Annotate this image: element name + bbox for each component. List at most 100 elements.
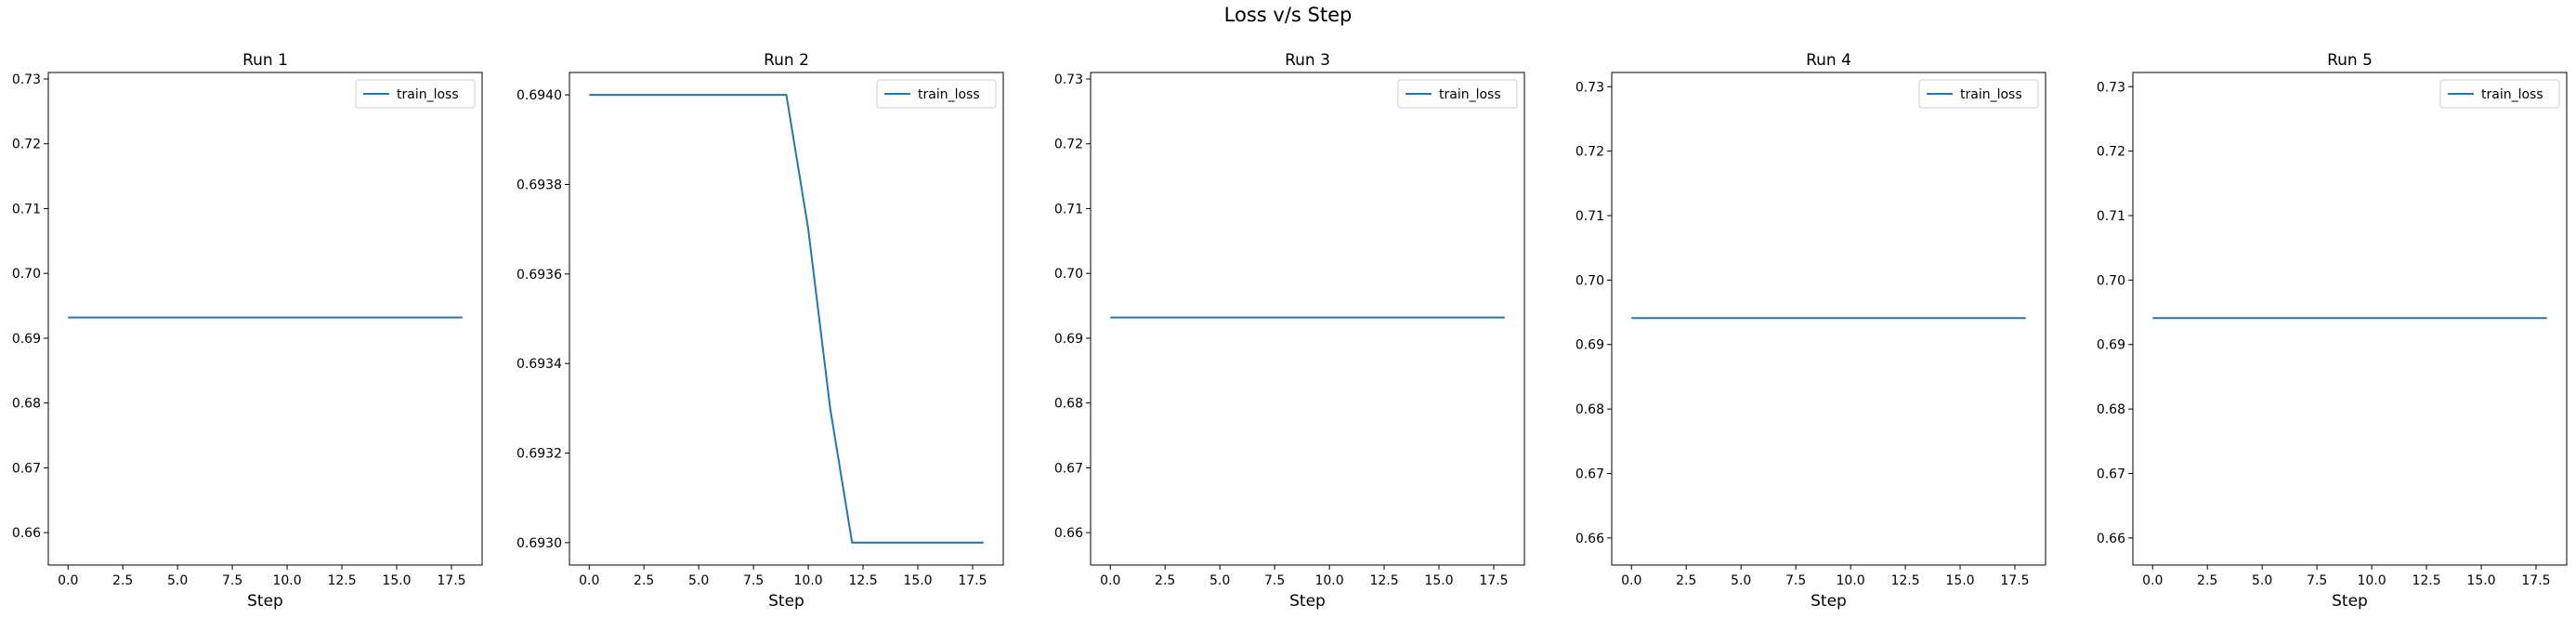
axes-frame [1090, 72, 1525, 566]
y-tick-label: 0.69 [2097, 338, 2125, 353]
legend-box [355, 79, 476, 109]
x-tick-label: 17.5 [2521, 573, 2550, 588]
x-tick-label: 5.0 [2252, 573, 2272, 588]
x-tick-label: 0.0 [58, 573, 78, 588]
y-tick-label: 0.70 [2097, 273, 2125, 288]
x-tick-label: 0.0 [579, 573, 599, 588]
y-tick-label: 0.69 [1576, 338, 1604, 353]
legend-label: train_loss [397, 87, 459, 102]
y-tick-label: 0.73 [1576, 80, 1604, 95]
y-tick-label: 0.73 [2097, 80, 2125, 95]
x-tick-label: 2.5 [1676, 573, 1696, 588]
x-tick-label: 15.0 [903, 573, 932, 588]
x-tick-label: 5.0 [167, 573, 188, 588]
y-tick-label: 0.70 [1576, 273, 1604, 288]
subplot-title: Run 4 [1806, 51, 1851, 70]
axes-frame [1611, 72, 2046, 566]
legend: train_loss [355, 79, 476, 109]
legend-box [1397, 79, 1518, 109]
x-tick-label: 2.5 [112, 573, 133, 588]
x-tick-label: 15.0 [382, 573, 411, 588]
y-tick-label: 0.67 [2097, 467, 2125, 481]
x-tick-label: 5.0 [1210, 573, 1230, 588]
legend-label: train_loss [1439, 87, 1501, 102]
x-tick-label: 15.0 [2466, 573, 2495, 588]
x-axis-label: Step [768, 592, 804, 611]
y-tick-label: 0.72 [2097, 145, 2125, 160]
axes-frame [47, 72, 483, 566]
x-tick-label: 7.5 [2307, 573, 2327, 588]
series-line-train-loss [589, 94, 984, 544]
y-tick-label: 0.69 [1054, 332, 1083, 347]
y-tick-label: 0.6934 [517, 357, 562, 372]
x-tick-label: 17.5 [437, 573, 465, 588]
x-tick-label: 15.0 [1424, 573, 1453, 588]
x-tick-label: 12.5 [848, 573, 877, 588]
subplot-title: Run 1 [242, 51, 288, 70]
subplot-run-1: Run 1 0.0 2.5 5.0 7.5 10.0 12.5 15.0 17.5 0.66 0.6… [12, 51, 483, 611]
x-tick-label: 7.5 [1264, 573, 1285, 588]
x-tick-label: 7.5 [1785, 573, 1806, 588]
axes-frame [2132, 72, 2568, 566]
axes-frame [569, 72, 1004, 566]
x-tick-label: 10.0 [1314, 573, 1343, 588]
y-tick-label: 0.6938 [517, 178, 562, 192]
subplot-run-2: Run 2 0.0 2.5 5.0 7.5 10.0 12.5 15.0 17.5 0.6930 0… [517, 51, 1004, 611]
x-tick-label: 7.5 [222, 573, 242, 588]
y-tick-label: 0.68 [12, 397, 41, 412]
y-tick-label: 0.6932 [517, 447, 562, 462]
y-tick-label: 0.73 [12, 72, 41, 87]
legend-box [876, 79, 997, 109]
x-tick-label: 7.5 [743, 573, 764, 588]
y-tick-label: 0.69 [12, 332, 41, 347]
x-tick-label: 10.0 [272, 573, 301, 588]
y-tick-label: 0.72 [12, 138, 41, 152]
x-tick-label: 10.0 [2358, 573, 2386, 588]
y-tick-label: 0.73 [1054, 72, 1083, 87]
y-tick-label: 0.71 [1054, 202, 1083, 217]
x-axis-label: Step [1811, 592, 1847, 611]
y-tick-label: 0.72 [1576, 145, 1604, 160]
y-tick-label: 0.6936 [517, 268, 562, 283]
legend-label: train_loss [2481, 87, 2543, 102]
subplot-title: Run 5 [2327, 51, 2373, 70]
legend: train_loss [876, 79, 997, 109]
x-tick-label: 0.0 [1100, 573, 1120, 588]
x-tick-label: 2.5 [1155, 573, 1175, 588]
x-tick-label: 5.0 [688, 573, 709, 588]
y-tick-label: 0.66 [12, 526, 41, 541]
x-tick-label: 12.5 [1890, 573, 1919, 588]
y-tick-label: 0.71 [12, 202, 41, 217]
x-tick-label: 0.0 [2142, 573, 2163, 588]
legend: train_loss [1918, 79, 2039, 109]
legend-box [2439, 79, 2560, 109]
legend: train_loss [2439, 79, 2560, 109]
x-tick-label: 2.5 [634, 573, 654, 588]
y-tick-label: 0.67 [1576, 467, 1604, 481]
subplot-title: Run 3 [1285, 51, 1330, 70]
x-tick-label: 2.5 [2197, 573, 2217, 588]
subplot-run-3: Run 3 0.0 2.5 5.0 7.5 10.0 12.5 15.0 17.5 0.66 0.6… [1054, 51, 1525, 611]
x-tick-label: 12.5 [1369, 573, 1398, 588]
legend-box [1918, 79, 2039, 109]
x-tick-label: 10.0 [793, 573, 822, 588]
x-tick-label: 15.0 [1945, 573, 1974, 588]
y-tick-label: 0.67 [1054, 461, 1083, 476]
y-tick-label: 0.72 [1054, 138, 1083, 152]
y-tick-label: 0.68 [1054, 397, 1083, 412]
x-tick-label: 10.0 [1836, 573, 1864, 588]
y-tick-label: 0.6930 [517, 536, 562, 551]
x-axis-label: Step [1289, 592, 1326, 611]
y-tick-label: 0.71 [1576, 209, 1604, 224]
legend-label: train_loss [1960, 87, 2022, 102]
x-tick-label: 17.5 [958, 573, 987, 588]
x-tick-label: 0.0 [1621, 573, 1641, 588]
x-tick-label: 5.0 [1731, 573, 1751, 588]
y-tick-label: 0.6940 [517, 88, 562, 103]
x-axis-label: Step [2332, 592, 2368, 611]
y-tick-label: 0.71 [2097, 209, 2125, 224]
subplot-run-5: Run 5 0.0 2.5 5.0 7.5 10.0 12.5 15.0 17.5 0.66 0.6… [2097, 51, 2568, 611]
subplot-run-4: Run 4 0.0 2.5 5.0 7.5 10.0 12.5 15.0 17.5 0.66 0.6… [1576, 51, 2046, 611]
legend: train_loss [1397, 79, 1518, 109]
